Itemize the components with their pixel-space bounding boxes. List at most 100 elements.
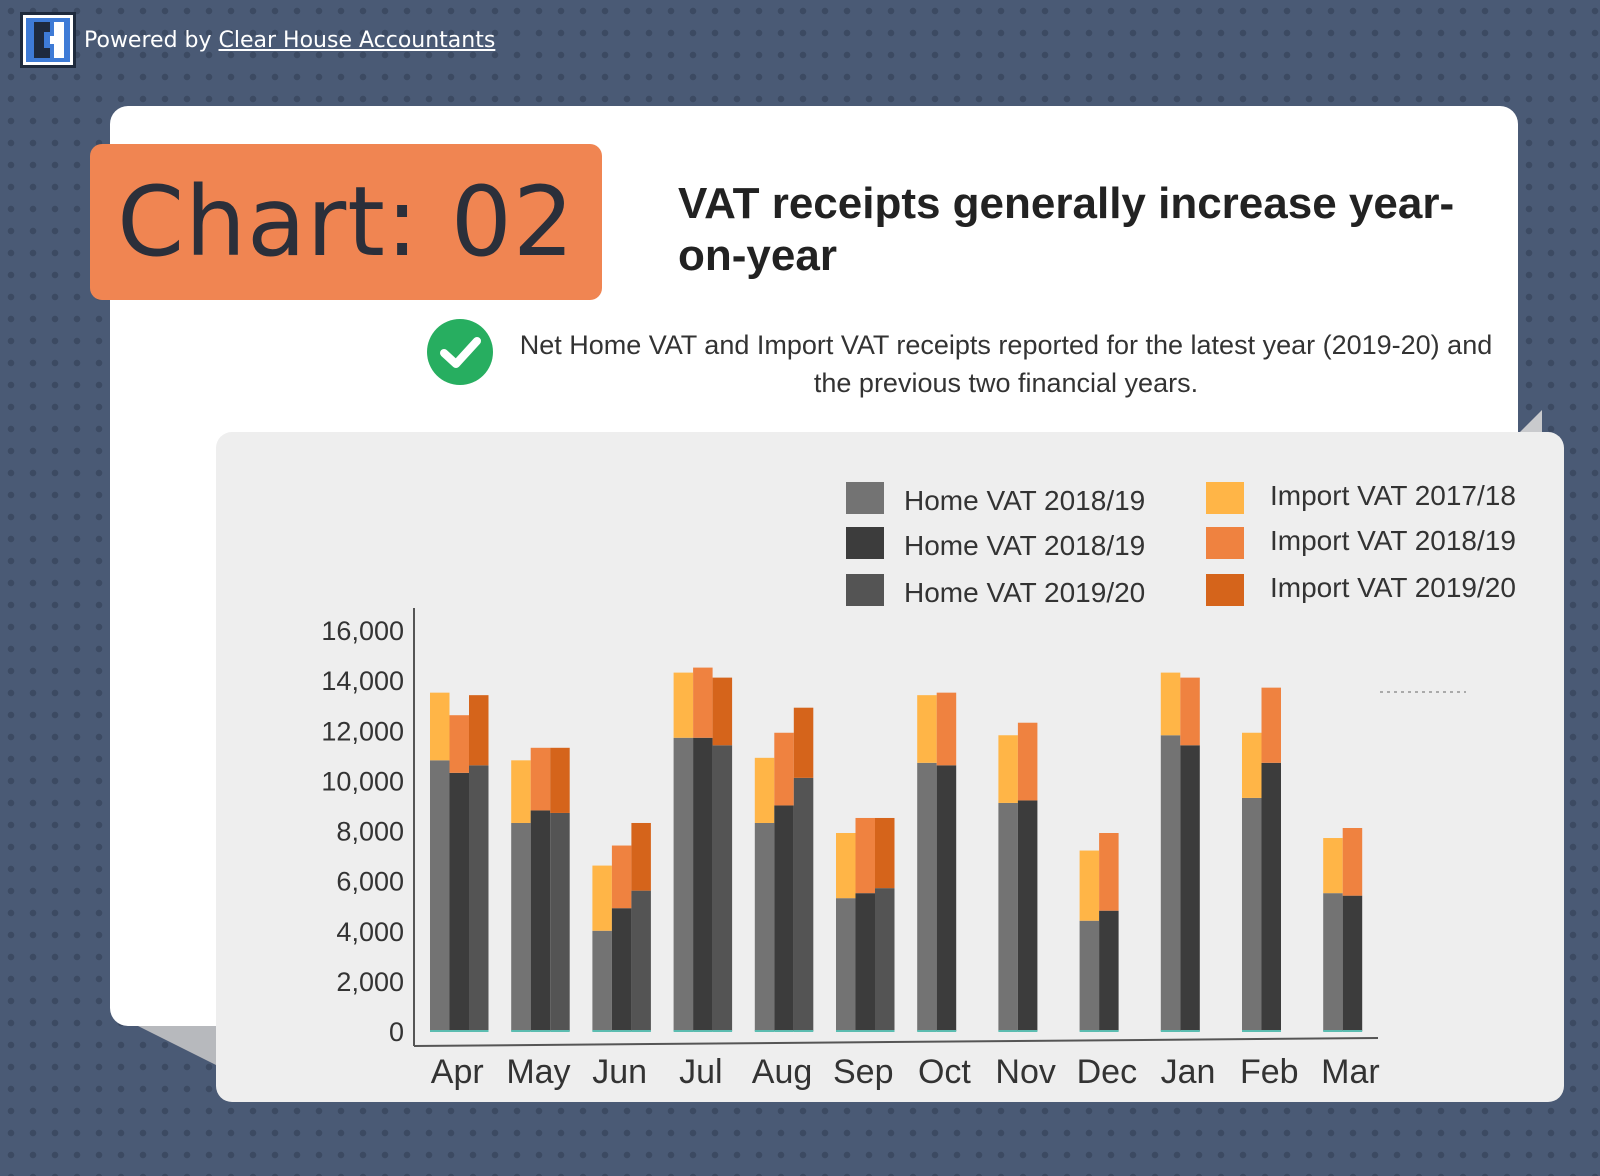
powered-by-prefix: Powered by: [84, 27, 212, 53]
bar-import-vat: [793, 707, 814, 778]
x-tick-label: Sep: [833, 1053, 894, 1091]
bar-import-vat: [673, 672, 694, 738]
bar-home-vat: [530, 810, 551, 1031]
y-tick-label: 2,000: [336, 967, 404, 997]
bar-import-vat: [511, 760, 531, 823]
powered-by-text: Powered by Clear House Accountants: [84, 28, 495, 53]
clear-house-logo-icon: [20, 12, 76, 68]
checkmark-icon: [427, 319, 493, 385]
month-group-jan: [1160, 672, 1200, 1032]
bar-import-vat: [1242, 732, 1262, 798]
bar-home-vat: [1342, 895, 1363, 1031]
bar-import-vat: [917, 695, 937, 763]
month-group-may: [511, 747, 570, 1032]
clear-house-accountants-link[interactable]: Clear House Accountants: [218, 27, 496, 53]
bar-home-vat: [1079, 920, 1100, 1031]
bar-home-vat: [469, 765, 489, 1031]
bar-import-vat: [1342, 827, 1363, 896]
month-group-aug: [754, 707, 814, 1032]
bar-import-vat: [1099, 833, 1119, 911]
chart-description: Net Home VAT and Import VAT receipts rep…: [519, 330, 1493, 398]
bar-home-vat: [774, 805, 794, 1031]
bar-home-vat: [1099, 910, 1119, 1031]
legend-label: Home VAT 2018/19: [904, 485, 1145, 516]
bar-home-vat: [449, 772, 469, 1031]
legend-label: Import VAT 2018/19: [1270, 525, 1516, 556]
bar-import-vat: [1160, 672, 1181, 736]
bar-import-vat: [693, 667, 713, 738]
bar-home-vat: [673, 737, 694, 1031]
bar-import-vat: [774, 732, 794, 806]
x-tick-label: Oct: [918, 1053, 971, 1091]
legend-swatch: [846, 482, 884, 514]
legend-label: Import VAT 2019/20: [1270, 572, 1516, 603]
y-tick-label: 14,000: [321, 666, 404, 696]
bar-import-vat: [1323, 838, 1343, 894]
bar-series: [430, 667, 1363, 1032]
month-group-apr: [430, 692, 489, 1032]
x-tick-label: Feb: [1240, 1053, 1299, 1091]
x-tick-label: Jan: [1161, 1053, 1216, 1091]
legend-swatch: [846, 574, 884, 606]
y-tick-label: 10,000: [321, 766, 404, 796]
month-group-jun: [592, 822, 651, 1032]
bar-import-vat: [836, 833, 856, 899]
y-tick-label: 16,000: [321, 616, 404, 646]
chart-headline: VAT receipts generally increase year-on-…: [678, 179, 1455, 280]
x-tick-label: Jul: [679, 1053, 722, 1091]
bar-home-vat: [1180, 745, 1200, 1031]
y-tick-label: 12,000: [321, 716, 404, 746]
bar-import-vat: [936, 692, 957, 766]
bar-home-vat: [793, 777, 814, 1031]
bar-import-vat: [754, 757, 775, 823]
month-group-dec: [1079, 833, 1119, 1032]
month-group-nov: [998, 722, 1038, 1032]
x-tick-label: Aug: [752, 1053, 813, 1091]
bar-import-vat: [550, 747, 570, 813]
bar-import-vat: [592, 865, 612, 931]
month-group-feb: [1242, 687, 1281, 1032]
bar-import-vat: [449, 715, 469, 773]
bar-home-vat: [1242, 797, 1262, 1031]
x-tick-label: Mar: [1321, 1053, 1380, 1091]
x-tick-label: Dec: [1077, 1053, 1137, 1091]
month-group-oct: [917, 692, 957, 1032]
legend-swatch: [1206, 527, 1244, 559]
bar-import-vat: [712, 677, 733, 746]
legend-label: Home VAT 2019/20: [904, 577, 1145, 608]
bar-import-vat: [1180, 677, 1200, 746]
x-tick-label: Apr: [431, 1053, 484, 1091]
bar-import-vat: [611, 845, 632, 909]
legend-swatch: [1206, 482, 1244, 514]
bar-import-vat: [430, 692, 450, 761]
bar-home-vat: [1160, 735, 1181, 1031]
bar-home-vat: [855, 893, 875, 1031]
x-tick-label: Jun: [592, 1053, 647, 1091]
legend-swatch: [846, 527, 884, 559]
month-group-jul: [673, 667, 733, 1032]
month-group-mar: [1323, 827, 1363, 1032]
bar-home-vat: [917, 762, 937, 1031]
y-tick-label: 8,000: [336, 817, 404, 847]
x-tick-label: May: [506, 1053, 570, 1091]
x-axis: Apr May Jun Jul Aug Sep Oct Nov Dec Jan Feb Mar: [413, 1037, 1380, 1091]
bar-import-vat: [530, 747, 551, 811]
legend-swatch: [1206, 574, 1244, 606]
legend-label: Home VAT 2018/19: [904, 530, 1145, 561]
bar-import-vat: [1017, 722, 1038, 801]
bar-home-vat: [998, 802, 1018, 1031]
bar-home-vat: [936, 765, 957, 1031]
bar-import-vat: [1079, 850, 1100, 921]
bar-home-vat: [836, 898, 856, 1031]
bar-home-vat: [1261, 762, 1281, 1031]
legend-label: Import VAT 2017/18: [1270, 480, 1516, 511]
chart-legend: Home VAT 2018/19 Home VAT 2018/19 Home VAT…: [846, 480, 1516, 608]
bar-import-vat: [855, 817, 875, 894]
bar-home-vat: [511, 822, 531, 1031]
bar-home-vat: [550, 812, 570, 1031]
bar-home-vat: [712, 745, 733, 1031]
bar-import-vat: [998, 735, 1018, 803]
bar-home-vat: [631, 890, 651, 1031]
bar-home-vat: [1323, 893, 1343, 1031]
